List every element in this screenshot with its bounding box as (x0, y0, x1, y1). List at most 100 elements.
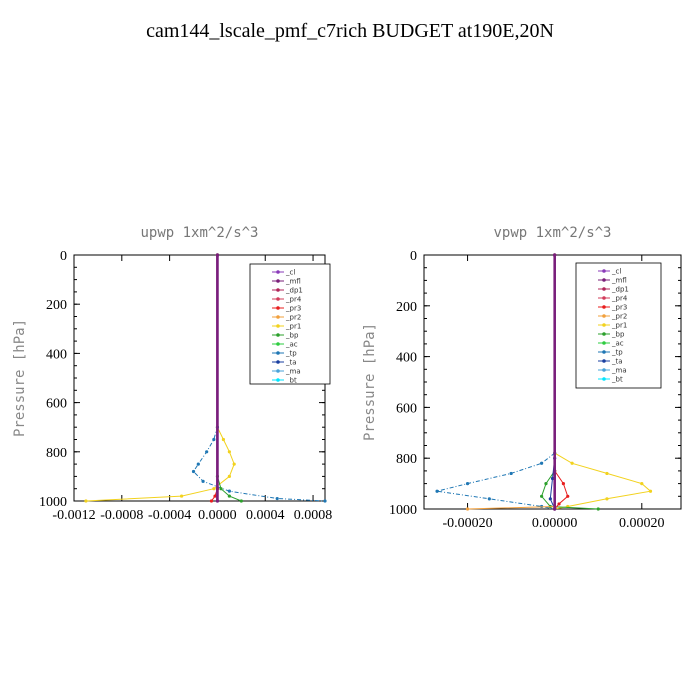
series-point (465, 507, 470, 511)
legend-label: _ac (611, 340, 624, 348)
series-point (239, 499, 243, 503)
legend: _cl_mfl_dp1_pr4_pr3_pr2_pr1_bp_ac_tp_ta_… (249, 263, 331, 385)
legend-marker (276, 369, 280, 373)
legend-label: _mfl (285, 278, 301, 286)
legend-marker (276, 279, 280, 283)
series-point (540, 494, 544, 498)
x-tick-label: -0.0008 (100, 508, 143, 523)
series-point (84, 499, 88, 503)
series-point (435, 489, 439, 493)
series-point (227, 450, 231, 454)
series-line-pr1 (85, 255, 235, 502)
y-tick-label: 600 (46, 397, 67, 412)
x-tick-label: 0.0000 (198, 508, 237, 523)
series-point (212, 437, 216, 442)
series-point (553, 507, 557, 511)
x-tick-label: -0.0004 (148, 508, 191, 523)
legend-label: _pr1 (285, 323, 301, 331)
legend-marker (602, 377, 606, 381)
legend-marker (602, 278, 606, 282)
legend-marker (276, 288, 280, 292)
legend-label: _cl (611, 268, 621, 276)
legend-marker (602, 350, 606, 354)
series-point (548, 497, 552, 501)
series-point (540, 461, 544, 465)
legend-marker (602, 287, 606, 291)
legend-label: _cl (285, 269, 295, 277)
legend-marker (602, 332, 606, 336)
legend-marker (276, 378, 280, 382)
legend-marker (276, 297, 280, 301)
legend-label: _mfl (611, 277, 627, 285)
legend-marker (276, 351, 280, 355)
legend-label: _dp1 (285, 287, 303, 295)
panel-title: upwp 1xm^2/s^3 (140, 225, 258, 241)
series-point (640, 482, 644, 486)
chart-panel-1: upwp 1xm^2/s^3 Pressure [hPa] 0 200 400 600 80… (12, 225, 332, 523)
legend-marker (602, 341, 606, 345)
series-point (215, 253, 220, 257)
series-point (509, 471, 513, 476)
series-point (275, 496, 279, 501)
series-point (553, 253, 557, 257)
legend: _cl_mfl_dp1_pr4_pr3_pr2_pr1_bp_ac_tp_ta_… (575, 262, 662, 389)
series-point (221, 437, 226, 442)
series-point (227, 474, 231, 478)
legend-label: _bt (285, 377, 297, 385)
legend-marker (602, 305, 606, 309)
x-tick-label: 0.0004 (246, 508, 285, 523)
legend-marker (602, 359, 606, 363)
legend-marker (276, 360, 280, 364)
legend-marker (602, 269, 606, 273)
legend-label: _tp (285, 350, 297, 358)
y-tick-label: 800 (396, 452, 417, 467)
legend-marker (276, 324, 280, 328)
legend-label: _bp (285, 332, 299, 340)
series-point (227, 494, 231, 498)
series-point (201, 479, 205, 483)
legend-marker (276, 342, 280, 346)
series-line-pr3 (554, 255, 569, 510)
y-tick-label: 0 (60, 249, 67, 264)
legend-label: _pr2 (285, 314, 301, 322)
series-point (227, 489, 231, 493)
legend-marker (602, 296, 606, 300)
legend-label: _ta (285, 359, 297, 367)
legend-marker (602, 368, 606, 372)
x-tick-label: -0.0012 (52, 508, 95, 523)
series-point (323, 499, 327, 503)
series-point (232, 462, 236, 466)
legend-label: _pr4 (611, 295, 628, 303)
legend-box (249, 263, 331, 385)
legend-marker (276, 270, 280, 274)
series-point (205, 450, 209, 454)
series-point (219, 487, 223, 491)
series-point (561, 482, 565, 486)
x-tick-label: -0.00020 (442, 516, 492, 531)
legend-box (575, 262, 662, 389)
y-tick-label: 1000 (39, 495, 67, 510)
y-axis-label: Pressure [hPa] (12, 319, 28, 437)
x-tick-label: 0.0008 (294, 508, 333, 523)
series-point (191, 469, 196, 474)
series-point (212, 487, 216, 491)
legend-label: _ma (285, 368, 301, 376)
series-line-bp (216, 255, 242, 502)
x-tick-label: 0.00020 (619, 516, 665, 531)
y-axis-label: Pressure [hPa] (362, 323, 378, 441)
series-point (487, 497, 491, 501)
series-point (596, 507, 600, 511)
legend-label: _ma (611, 367, 627, 375)
y-tick-label: 200 (396, 300, 417, 315)
y-tick-label: 400 (46, 347, 67, 362)
legend-marker (602, 323, 606, 327)
legend-label: _pr4 (285, 296, 302, 304)
series-line-tp (192, 255, 326, 502)
series-point (566, 494, 570, 498)
legend-label: _pr1 (611, 322, 627, 330)
legend-label: _pr2 (611, 313, 627, 321)
legend-label: _ac (285, 341, 298, 349)
y-tick-label: 400 (396, 351, 417, 366)
series-point (215, 499, 220, 503)
